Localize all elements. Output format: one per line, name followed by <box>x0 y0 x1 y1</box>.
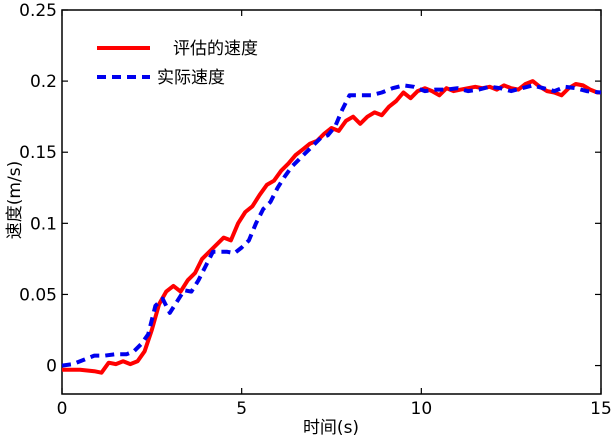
y-tick-label: 0.2 <box>30 72 57 92</box>
x-axis-title: 时间(s) <box>303 418 359 438</box>
y-tick-label: 0.05 <box>19 285 57 305</box>
y-axis-title: 速度(m/s) <box>5 161 25 239</box>
series-layer <box>61 79 602 375</box>
y-tick-label: 0.15 <box>19 143 57 163</box>
x-tick-label: 5 <box>236 399 247 419</box>
legend-label-estimated: 评估的速度 <box>173 39 258 59</box>
series-line-estimated <box>62 79 601 375</box>
plot-frame <box>61 9 602 395</box>
x-tick-label: 15 <box>590 399 612 419</box>
y-tick-label: 0 <box>46 357 57 377</box>
axis-ticks: 0 5 10 15 0 0.05 0.1 0.15 0.2 0.25 <box>19 1 612 419</box>
x-tick-label: 0 <box>57 399 68 419</box>
y-tick-label: 0.1 <box>30 214 57 234</box>
series-line-actual <box>61 83 602 368</box>
y-tick-label: 0.25 <box>19 1 57 21</box>
legend-label-actual: 实际速度 <box>157 68 225 88</box>
legend: 评估的速度 实际速度 <box>97 39 258 88</box>
x-tick-label: 10 <box>411 399 433 419</box>
